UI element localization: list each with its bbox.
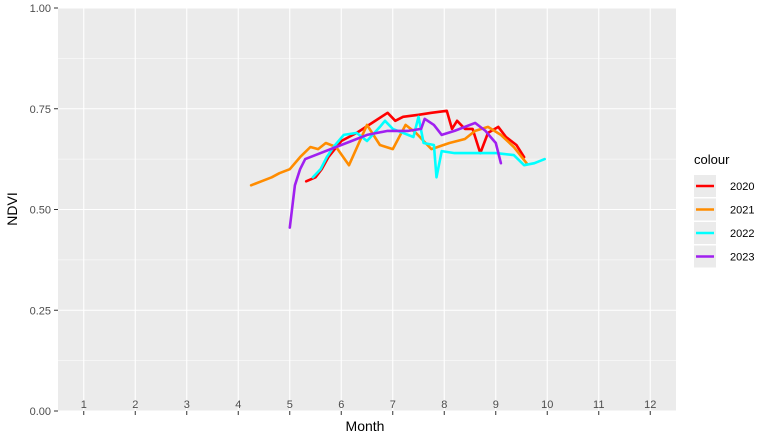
y-axis-ticks: 0.00 0.25 0.50 0.75 1.00 — [30, 3, 58, 418]
x-tick-label: 4 — [235, 399, 241, 411]
x-tick-label: 10 — [541, 399, 553, 411]
x-tick-label: 11 — [593, 399, 604, 411]
x-tick-label: 5 — [287, 399, 293, 411]
legend-title: colour — [694, 152, 730, 167]
series-lines — [249, 109, 546, 229]
y-tick-label: 0.25 — [30, 305, 51, 317]
y-axis-title: NDVI — [4, 192, 20, 225]
y-tick-label: 0.00 — [30, 406, 51, 418]
x-axis-ticks: 1 2 3 4 5 6 7 8 9 10 11 12 — [81, 399, 656, 415]
x-tick-label: 7 — [390, 399, 396, 411]
x-tick-label: 8 — [441, 399, 447, 411]
legend-label-2020: 2020 — [730, 181, 754, 193]
x-tick-label: 1 — [81, 399, 87, 411]
x-tick-label: 12 — [644, 399, 656, 411]
x-tick-label: 2 — [132, 399, 138, 411]
legend-label-2022: 2022 — [730, 228, 754, 240]
x-axis-title: Month — [346, 418, 385, 434]
legend: colour 2020 2021 2022 2023 — [694, 152, 754, 268]
x-tick-label: 6 — [338, 399, 344, 411]
x-tick-label: 9 — [493, 399, 499, 411]
grid-lines — [58, 7, 676, 412]
x-tick-label: 3 — [184, 399, 190, 411]
y-tick-label: 0.75 — [30, 104, 51, 116]
legend-label-2021: 2021 — [730, 205, 754, 217]
y-tick-label: 1.00 — [30, 3, 51, 15]
legend-label-2023: 2023 — [730, 252, 754, 264]
series-line-2023 — [288, 117, 503, 229]
y-tick-label: 0.50 — [30, 205, 51, 217]
